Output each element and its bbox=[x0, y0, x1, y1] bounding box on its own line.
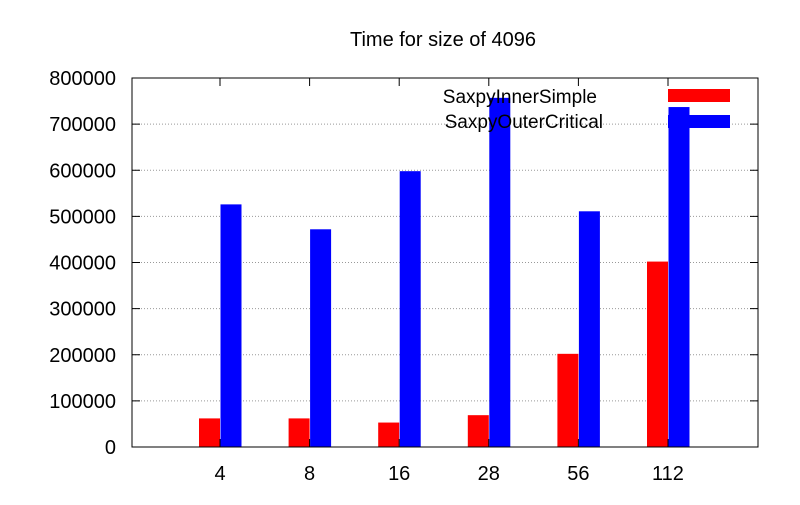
legend: SaxpyInnerSimple SaxpyOuterCritical bbox=[443, 87, 730, 133]
y-tick-label: 300000 bbox=[49, 299, 116, 321]
chart-title: Time for size of 4096 bbox=[350, 29, 536, 51]
x-tick-label: 112 bbox=[652, 463, 684, 485]
y-tick-label: 800000 bbox=[49, 68, 116, 90]
legend-label-series-2: SaxpyOuterCritical bbox=[445, 112, 603, 133]
x-tick-label: 16 bbox=[388, 463, 410, 485]
bar-series-1-28 bbox=[467, 415, 489, 447]
bar-series-1-16 bbox=[378, 422, 400, 447]
bars bbox=[199, 97, 690, 448]
x-tick-label: 4 bbox=[214, 463, 225, 485]
y-tick-label: 400000 bbox=[49, 253, 116, 275]
bar-series-2-8 bbox=[310, 229, 332, 447]
y-tick-label: 600000 bbox=[49, 160, 116, 182]
y-tick-label: 0 bbox=[105, 437, 116, 459]
x-tick-label: 56 bbox=[567, 463, 589, 485]
bar-series-2-56 bbox=[578, 211, 600, 447]
bar-series-1-56 bbox=[557, 353, 579, 447]
legend-swatch-series-2 bbox=[668, 115, 730, 128]
legend-label-series-1: SaxpyInnerSimple bbox=[443, 87, 597, 108]
bar-series-2-4 bbox=[220, 204, 242, 447]
bar-series-1-112 bbox=[647, 261, 668, 447]
bar-series-1-8 bbox=[288, 418, 310, 447]
y-axis: 0 100000 200000 300000 400000 500000 600000 700… bbox=[49, 68, 758, 459]
bar-series-1-4 bbox=[199, 418, 220, 447]
legend-swatch-series-1 bbox=[668, 89, 730, 102]
bar-series-2-28 bbox=[489, 97, 511, 448]
x-tick-label: 28 bbox=[478, 463, 500, 485]
x-axis: 4 8 16 28 56 112 bbox=[214, 78, 684, 485]
y-tick-label: 700000 bbox=[49, 114, 116, 136]
x-tick-label: 8 bbox=[304, 463, 315, 485]
y-tick-label: 100000 bbox=[49, 391, 116, 413]
grid-lines bbox=[132, 123, 758, 402]
y-tick-label: 200000 bbox=[49, 345, 116, 367]
bar-series-2-16 bbox=[399, 171, 421, 448]
bar-series-2-112 bbox=[668, 107, 690, 447]
y-tick-label: 500000 bbox=[49, 206, 116, 228]
